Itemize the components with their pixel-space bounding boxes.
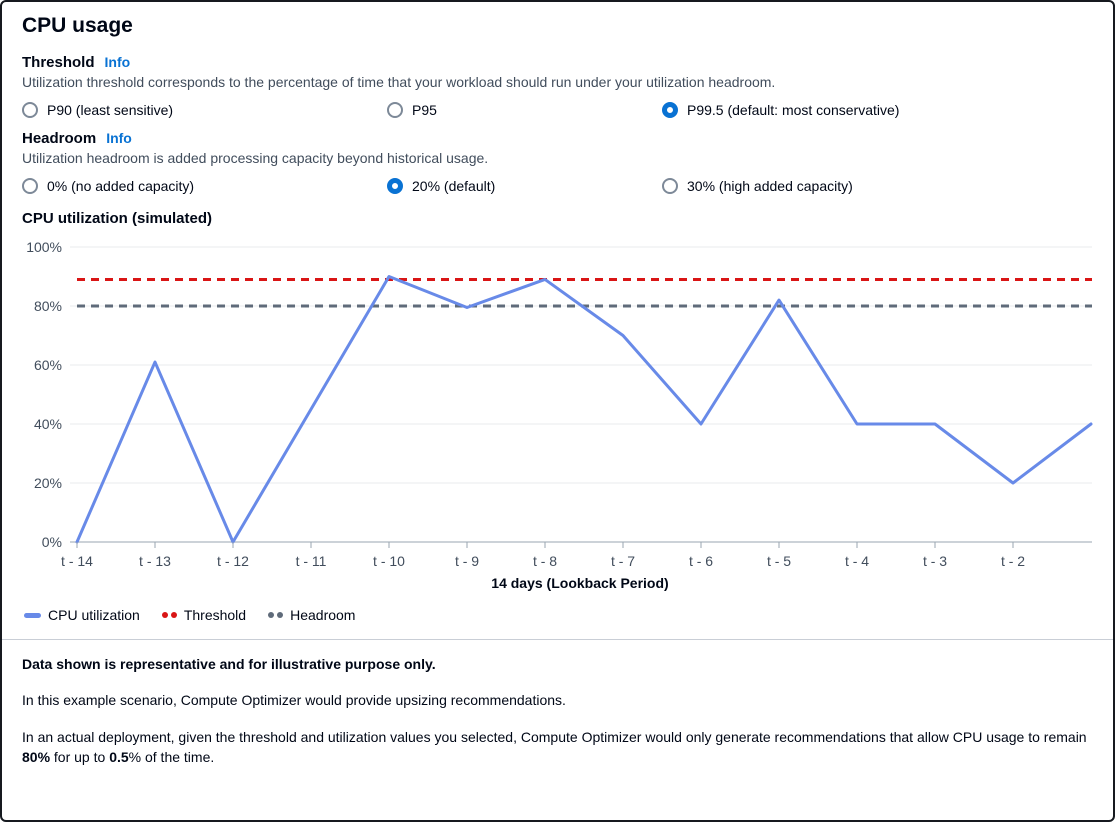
footer-notes: Data shown is representative and for ill… xyxy=(2,640,1113,803)
radio-circle-icon xyxy=(22,178,38,194)
radio-circle-icon xyxy=(387,102,403,118)
legend-item-threshold[interactable]: Threshold xyxy=(161,607,247,623)
radio-threshold-p99-5[interactable]: P99.5 (default: most conservative) xyxy=(662,102,1093,118)
x-axis-tick-label: t - 2 xyxy=(1001,553,1025,569)
x-axis-tick-label: t - 14 xyxy=(61,553,93,569)
threshold-info-link[interactable]: Info xyxy=(104,54,131,70)
radio-circle-icon xyxy=(662,178,678,194)
y-axis-tick-label: 20% xyxy=(34,475,62,491)
radio-label: 0% (no added capacity) xyxy=(47,178,195,194)
x-axis-tick-label: t - 10 xyxy=(373,553,405,569)
headroom-radio-group: 0% (no added capacity) 20% (default) 30%… xyxy=(22,178,1093,194)
x-axis-tick-label: t - 8 xyxy=(533,553,557,569)
legend-dashed-marker-icon xyxy=(161,612,177,618)
threshold-heading: Threshold xyxy=(22,54,95,71)
legend-label: Threshold xyxy=(183,607,247,623)
y-axis-tick-label: 0% xyxy=(42,534,62,550)
footer-scenario: In this example scenario, Compute Optimi… xyxy=(22,692,566,709)
x-axis-tick-label: t - 6 xyxy=(689,553,713,569)
y-axis-tick-label: 80% xyxy=(34,298,62,314)
headroom-heading: Headroom xyxy=(22,130,97,147)
x-axis-tick-label: t - 3 xyxy=(923,553,947,569)
cpu-utilization-line xyxy=(75,275,1093,544)
radio-headroom-0[interactable]: 0% (no added capacity) xyxy=(22,178,387,194)
radio-threshold-p95[interactable]: P95 xyxy=(387,102,662,118)
radio-circle-icon xyxy=(22,102,38,118)
cpu-chart-svg: 0% 20% 40% 60% 80% 100% t - 14 t - 13 t - 12 t - … xyxy=(26,239,1093,569)
footer-deployment: In an actual deployment, given the thres… xyxy=(22,728,1087,765)
x-axis-tick-label: t - 12 xyxy=(217,553,249,569)
radio-circle-icon xyxy=(662,102,678,118)
headroom-description: Utilization headroom is added processing… xyxy=(22,150,489,166)
radio-circle-icon xyxy=(387,178,403,194)
radio-label: P95 xyxy=(412,102,437,118)
radio-label: 30% (high added capacity) xyxy=(687,178,853,194)
legend-item-cpu-utilization[interactable]: CPU utilization xyxy=(24,607,140,623)
cpu-utilization-chart: 0% 20% 40% 60% 80% 100% t - 14 t - 13 t - 12 t - … xyxy=(22,237,1093,623)
radio-label: P90 (least sensitive) xyxy=(47,102,174,118)
headroom-info-link[interactable]: Info xyxy=(106,130,132,146)
x-axis-tick-label: t - 7 xyxy=(611,553,635,569)
radio-threshold-p90[interactable]: P90 (least sensitive) xyxy=(22,102,387,118)
threshold-description: Utilization threshold corresponds to the… xyxy=(22,74,776,90)
chart-legend: CPU utilization Threshold Headroom xyxy=(24,607,1093,623)
legend-label: Headroom xyxy=(290,607,356,623)
page-title: CPU usage xyxy=(22,14,133,37)
legend-dashed-marker-icon xyxy=(268,612,284,618)
x-axis-title: 14 days (Lookback Period) xyxy=(491,575,669,591)
y-axis-tick-label: 100% xyxy=(26,239,62,255)
chart-heading: CPU utilization (simulated) xyxy=(22,210,213,227)
x-axis-tick-label: t - 11 xyxy=(296,553,327,569)
legend-line-marker-icon xyxy=(24,612,41,618)
x-axis-tick-label: t - 9 xyxy=(455,553,479,569)
y-axis-tick-label: 40% xyxy=(34,416,62,432)
legend-label: CPU utilization xyxy=(48,607,140,623)
radio-headroom-20[interactable]: 20% (default) xyxy=(387,178,662,194)
radio-label: P99.5 (default: most conservative) xyxy=(687,102,900,118)
radio-label: 20% (default) xyxy=(412,178,496,194)
x-axis-tick-label: t - 5 xyxy=(767,553,791,569)
footer-note: Data shown is representative and for ill… xyxy=(22,656,436,672)
legend-item-headroom[interactable]: Headroom xyxy=(268,607,355,623)
x-axis-tick-label: t - 4 xyxy=(845,553,869,569)
footer-divider xyxy=(2,639,1113,640)
threshold-radio-group: P90 (least sensitive) P95 P99.5 (default… xyxy=(22,102,1093,118)
y-axis-tick-label: 60% xyxy=(34,357,62,373)
x-axis-tick-label: t - 13 xyxy=(139,553,171,569)
radio-headroom-30[interactable]: 30% (high added capacity) xyxy=(662,178,1093,194)
